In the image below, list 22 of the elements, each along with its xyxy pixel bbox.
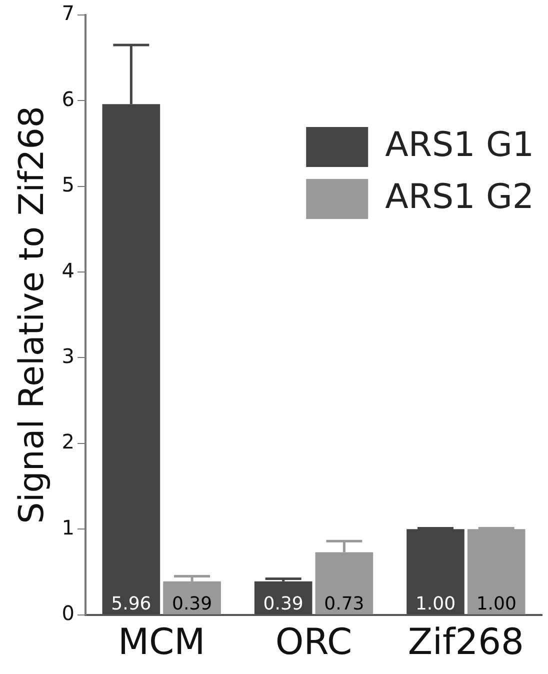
data-label: 1.00 [476,593,516,614]
bar [467,529,526,614]
bar [406,529,464,614]
y-tick-label: 3 [62,344,75,368]
y-tick-label: 5 [62,172,75,197]
x-tick-label: ORC [275,622,352,663]
data-label: 0.39 [263,593,304,614]
x-tick-label: MCM [118,622,206,663]
data-label: 0.39 [172,593,212,614]
y-tick-label: 0 [62,601,75,626]
y-tick-label: 7 [62,1,75,26]
y-tick-label: 4 [62,258,75,282]
data-label: 0.73 [324,593,364,614]
legend-label: ARS1 G1 [385,124,534,165]
y-axis-title: Signal Relative to Zif268 [12,106,52,524]
x-tick-label: Zif268 [408,622,524,663]
data-label: 5.96 [111,593,152,614]
y-tick-label: 1 [62,515,75,540]
legend-label: ARS1 G2 [385,176,534,217]
y-tick-label: 6 [62,86,75,111]
y-tick-label: 2 [62,430,75,454]
data-label: 1.00 [415,593,456,614]
